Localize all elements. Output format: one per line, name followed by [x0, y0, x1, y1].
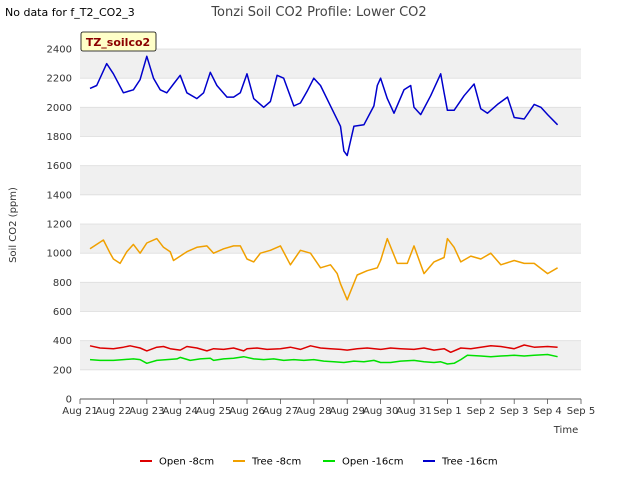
- band: [80, 224, 581, 254]
- y-tick-label: 600: [53, 307, 72, 318]
- plot-background-bands: [80, 49, 581, 370]
- x-tick-label: Aug 21: [62, 406, 97, 417]
- y-tick-label: 1800: [47, 132, 72, 143]
- x-tick-label: Aug 31: [396, 406, 431, 417]
- legend: Open -8cm Tree -8cm Open -16cm Tree -16cm: [140, 457, 498, 468]
- x-tick-label: Aug 26: [229, 406, 264, 417]
- no-data-note: No data for f_T2_CO2_3: [5, 6, 135, 19]
- legend-label: Open -16cm: [342, 457, 403, 468]
- x-tick-label: Aug 27: [263, 406, 298, 417]
- series-line-open-16cm: [89, 353, 558, 365]
- series-line-tree-16cm: [89, 55, 559, 157]
- x-tick-label: Aug 23: [129, 406, 164, 417]
- y-tick-label: 1200: [47, 220, 72, 231]
- chart-title: Tonzi Soil CO2 Profile: Lower CO2: [210, 5, 426, 20]
- y-tick-label: 0: [66, 395, 72, 406]
- data-series: [89, 55, 559, 365]
- y-tick-label: 1600: [47, 161, 72, 172]
- y-tick-label: 1000: [47, 249, 72, 260]
- y-axis-ticks: 0 200 400 600 800 1000 1200 1400 1600 1800 2000 220…: [47, 45, 72, 406]
- band: [80, 49, 581, 79]
- x-tick-label: Sep 3: [500, 406, 528, 417]
- band: [80, 165, 581, 195]
- x-tick-label: Aug 30: [363, 406, 398, 417]
- band: [80, 107, 581, 137]
- x-tick-label: Sep 4: [533, 406, 561, 417]
- y-tick-label: 2000: [47, 103, 72, 114]
- x-axis-label: Time: [553, 425, 578, 436]
- legend-label: Open -8cm: [159, 457, 214, 468]
- series-line-tree-8cm: [89, 237, 558, 301]
- x-tick-label: Aug 24: [162, 406, 197, 417]
- y-tick-label: 400: [53, 336, 72, 347]
- x-tick-label: Aug 28: [296, 406, 331, 417]
- legend-label: Tree -8cm: [251, 457, 301, 468]
- x-tick-label: Sep 2: [467, 406, 495, 417]
- y-tick-label: 2200: [47, 74, 72, 85]
- x-tick-label: Aug 22: [96, 406, 131, 417]
- x-tick-label: Aug 25: [196, 406, 231, 417]
- y-tick-label: 200: [53, 365, 72, 376]
- series-line-open-8cm: [89, 344, 558, 354]
- legend-label: Tree -16cm: [441, 457, 498, 468]
- badge-text: TZ_soilco2: [86, 36, 150, 49]
- y-tick-label: 2400: [47, 45, 72, 56]
- x-tick-label: Sep 5: [567, 406, 595, 417]
- y-axis-label: Soil CO2 (ppm): [8, 187, 19, 263]
- x-tick-label: Aug 29: [329, 406, 364, 417]
- y-tick-label: 800: [53, 278, 72, 289]
- badge-box: [80, 31, 157, 52]
- x-tick-label: Sep 1: [433, 406, 461, 417]
- badge: TZ_soilco2: [80, 31, 157, 52]
- y-tick-label: 1400: [47, 190, 72, 201]
- band: [80, 282, 581, 312]
